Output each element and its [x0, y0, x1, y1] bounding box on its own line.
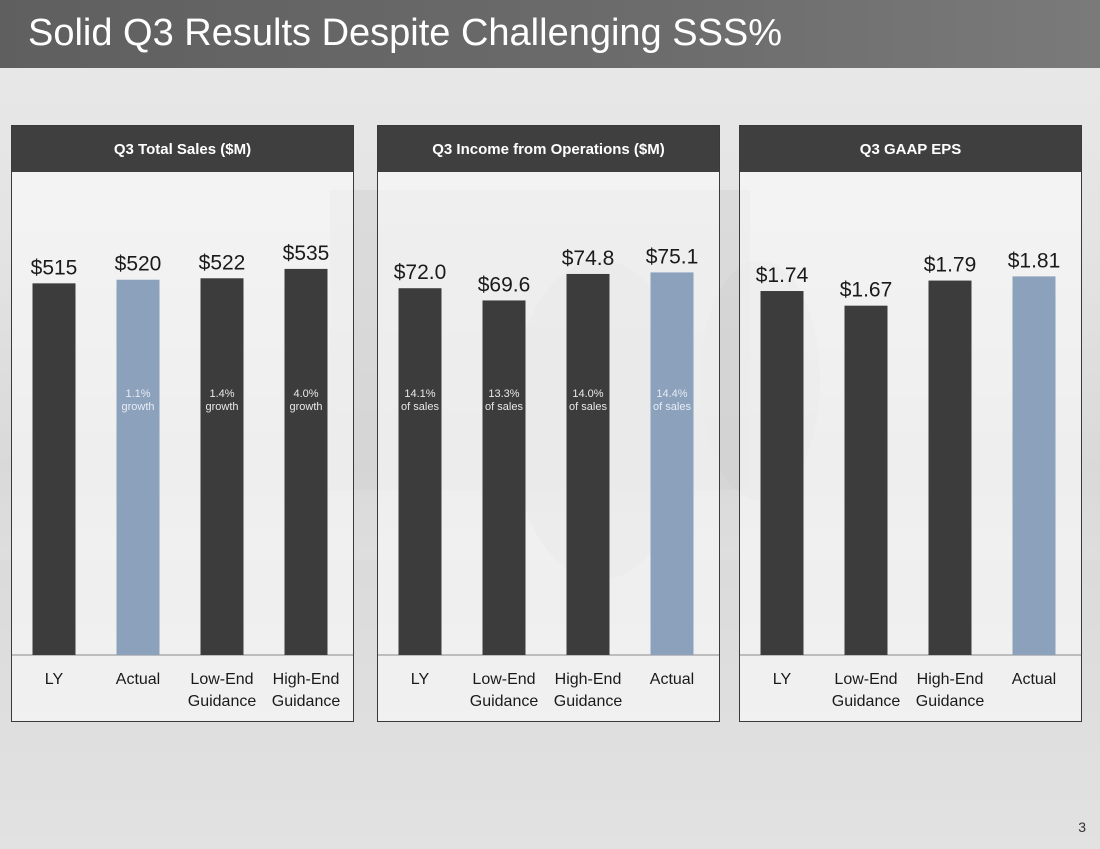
bar [844, 305, 888, 655]
category-label: Low-End [190, 671, 253, 688]
inner-label: of sales [653, 401, 691, 413]
value-label: $1.67 [840, 279, 893, 302]
category-label: LY [45, 671, 64, 688]
inner-label: growth [121, 401, 154, 413]
category-label: High-End [917, 671, 984, 688]
inner-label: 1.1% [125, 388, 150, 400]
category-label: Guidance [470, 693, 539, 710]
category-label: Actual [1012, 671, 1056, 688]
inner-label: 14.4% [656, 388, 687, 400]
bar [650, 272, 694, 655]
total-sales-chart: $515LY$5201.1%growthActual$5221.4%growth… [12, 242, 353, 710]
bar [566, 273, 610, 655]
bar [760, 291, 804, 655]
category-label: Guidance [188, 693, 257, 710]
inner-label: 14.1% [404, 388, 435, 400]
chart-title: Q3 GAAP EPS [740, 126, 1081, 172]
value-label: $69.6 [478, 273, 531, 296]
title-bar: Solid Q3 Results Despite Challenging SSS… [0, 0, 1100, 68]
inner-label: 13.3% [488, 388, 519, 400]
inner-label: 14.0% [572, 388, 603, 400]
income-from-operations-panel: Q3 Income from Operations ($M) $72.0 14.1… [377, 125, 720, 722]
category-label: Guidance [832, 693, 901, 710]
gaap-eps-chart: $1.74 LY $1.67 Low-End Guidance $1.79 High-End… [740, 249, 1081, 710]
category-label: High-End [555, 671, 622, 688]
bar [398, 288, 442, 655]
inner-label: growth [205, 401, 238, 413]
category-label: Low-End [834, 671, 897, 688]
category-label: Guidance [272, 693, 341, 710]
value-label: $75.1 [646, 245, 699, 268]
category-label: Guidance [916, 693, 985, 710]
chart-title: Q3 Income from Operations ($M) [378, 126, 719, 172]
bar [284, 268, 328, 655]
inner-label: 1.4% [209, 388, 234, 400]
inner-label: of sales [401, 401, 439, 413]
bar [1012, 276, 1056, 655]
category-label: Actual [116, 671, 160, 688]
category-label: LY [411, 671, 430, 688]
inner-label: growth [289, 401, 322, 413]
bar [200, 278, 244, 655]
value-label: $1.74 [756, 264, 809, 287]
category-label: Actual [650, 671, 694, 688]
value-label: $515 [31, 256, 78, 279]
value-label: $522 [199, 251, 246, 274]
inner-label: of sales [569, 401, 607, 413]
page-number: 3 [1078, 819, 1086, 835]
bar [116, 279, 160, 655]
total-sales-panel: Q3 Total Sales ($M) $515 LY $520 1.1% growth… [11, 125, 354, 722]
value-label: $72.0 [394, 261, 447, 284]
value-label: $520 [115, 253, 162, 276]
inner-label: 4.0% [293, 388, 318, 400]
slide-title: Solid Q3 Results Despite Challenging SSS… [28, 12, 783, 54]
bar [32, 283, 76, 655]
value-label: $1.81 [1008, 249, 1061, 272]
inner-label: of sales [485, 401, 523, 413]
category-label: High-End [273, 671, 340, 688]
value-label: $1.79 [924, 254, 977, 277]
bar [482, 300, 526, 655]
bar [928, 280, 972, 655]
category-label: Guidance [554, 693, 623, 710]
value-label: $74.8 [562, 247, 615, 270]
value-label: $535 [283, 242, 330, 265]
category-label: Low-End [472, 671, 535, 688]
gaap-eps-panel: Q3 GAAP EPS $1.74 LY $1.67 Low-End Guidance $… [739, 125, 1082, 722]
chart-title: Q3 Total Sales ($M) [12, 126, 353, 172]
category-label: LY [773, 671, 792, 688]
